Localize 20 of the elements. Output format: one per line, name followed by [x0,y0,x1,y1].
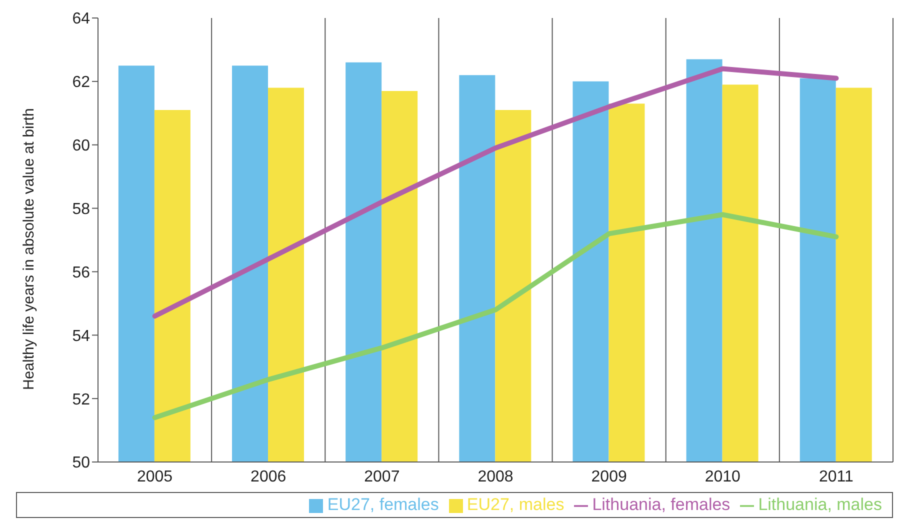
legend-label: Lithuania, females [592,495,730,514]
legend-label: Lithuania, males [758,495,882,514]
y-tick-label: 58 [72,200,90,218]
legend-label: EU27, males [466,495,564,514]
legend-label: EU27, females [327,495,439,514]
y-tick-label: 56 [72,264,90,282]
y-tick-label: 54 [72,328,90,345]
y-tick-label: 50 [72,454,90,472]
x-tick-label: 2005 [136,468,173,486]
y-tick-label: 62 [72,74,90,92]
y-tick-label: 64 [72,10,90,28]
x-tick-label: 2011 [819,468,854,486]
x-tick-label: 2008 [478,468,514,486]
x-tick-label: 2009 [591,468,627,486]
x-tick-label: 2010 [704,468,741,486]
y-tick-label: 60 [72,138,90,155]
y-axis-title: Healthy life years in absolute value at birth [20,108,38,390]
x-tick-label: 2006 [250,468,286,486]
y-tick-label: 52 [72,391,90,408]
x-tick-label: 2007 [364,468,400,486]
